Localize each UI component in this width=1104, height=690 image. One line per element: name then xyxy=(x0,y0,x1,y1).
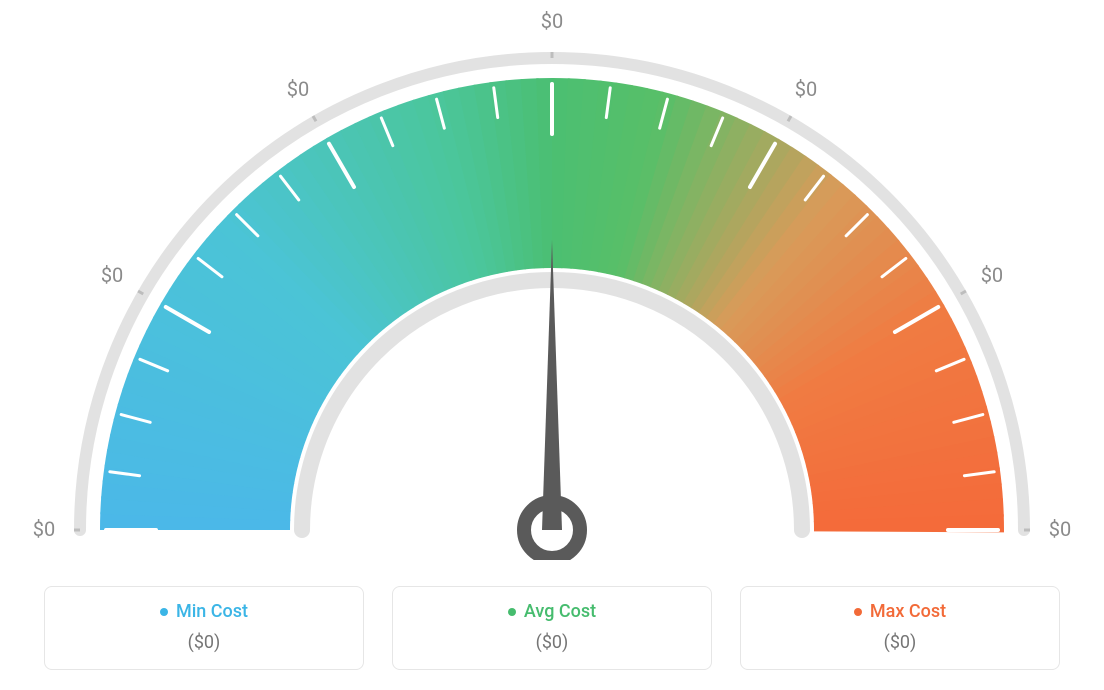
svg-text:$0: $0 xyxy=(1049,517,1071,541)
legend-card-max: Max Cost ($0) xyxy=(740,586,1060,671)
gauge-chart: $0 $0 $0 $0 $0 $0 $0 xyxy=(0,0,1104,560)
legend-card-avg: Avg Cost ($0) xyxy=(392,586,712,671)
legend-dot-avg xyxy=(508,608,516,616)
legend-label-min: Min Cost xyxy=(176,601,248,622)
legend-title-min: Min Cost xyxy=(160,601,248,622)
legend-title-max: Max Cost xyxy=(854,601,946,622)
legend-value-min: ($0) xyxy=(63,632,345,653)
svg-text:$0: $0 xyxy=(287,77,309,101)
legend-value-avg: ($0) xyxy=(411,632,693,653)
cost-gauge-widget: $0 $0 $0 $0 $0 $0 $0 Min Cost ($0) Avg Cost ($… xyxy=(0,0,1104,690)
legend-title-avg: Avg Cost xyxy=(508,601,596,622)
svg-text:$0: $0 xyxy=(981,263,1003,287)
legend-value-max: ($0) xyxy=(759,632,1041,653)
legend-row: Min Cost ($0) Avg Cost ($0) Max Cost ($0… xyxy=(0,586,1104,671)
svg-text:$0: $0 xyxy=(795,77,817,101)
svg-text:$0: $0 xyxy=(33,517,55,541)
svg-text:$0: $0 xyxy=(541,9,563,33)
legend-label-avg: Avg Cost xyxy=(524,601,596,622)
legend-dot-min xyxy=(160,608,168,616)
legend-card-min: Min Cost ($0) xyxy=(44,586,364,671)
svg-text:$0: $0 xyxy=(101,263,123,287)
gauge-svg: $0 $0 $0 $0 $0 $0 $0 xyxy=(0,0,1104,560)
legend-dot-max xyxy=(854,608,862,616)
legend-label-max: Max Cost xyxy=(870,601,946,622)
